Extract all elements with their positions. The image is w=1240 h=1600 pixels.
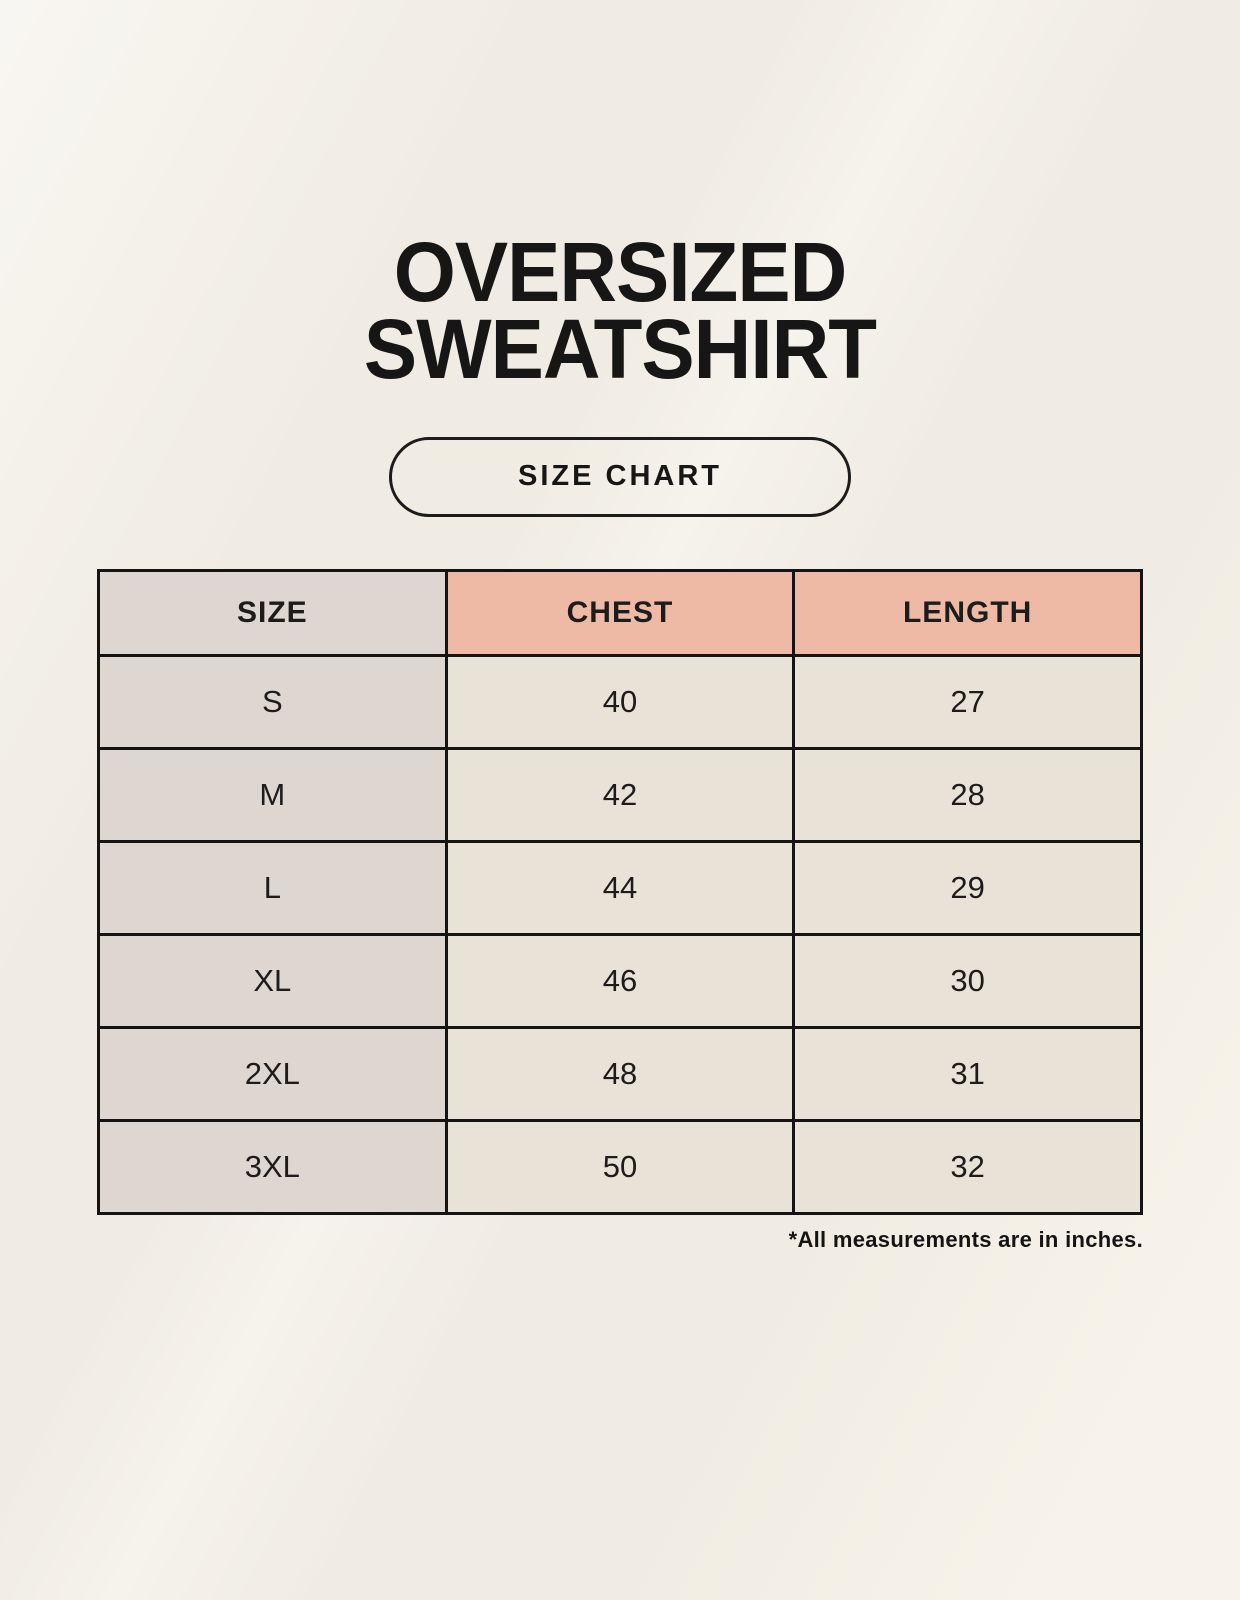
- cell-size: 2XL: [97, 1025, 448, 1122]
- cell-size: XL: [97, 932, 448, 1029]
- table-header-row: SIZE CHEST LENGTH: [97, 568, 1143, 657]
- table-row-s: S 40 27: [97, 653, 1143, 750]
- cell-chest: 46: [444, 932, 796, 1029]
- table-row-2xl: 2XL 48 31: [97, 1025, 1143, 1122]
- column-header-size: SIZE: [97, 568, 448, 657]
- cell-chest: 42: [444, 746, 796, 843]
- cell-chest: 40: [444, 653, 796, 750]
- column-header-length: LENGTH: [792, 568, 1143, 657]
- table-row-l: L 44 29: [97, 839, 1143, 936]
- cell-length: 32: [792, 1118, 1143, 1215]
- cell-length: 31: [792, 1025, 1143, 1122]
- size-chart-button[interactable]: SIZE CHART: [389, 436, 851, 517]
- table-row-m: M 42 28: [97, 746, 1143, 843]
- page-title: OVERSIZED SWEATSHIRT: [0, 0, 1240, 397]
- cell-chest: 44: [444, 839, 796, 936]
- cell-length: 29: [792, 839, 1143, 936]
- cell-length: 27: [792, 653, 1143, 750]
- cell-length: 28: [792, 746, 1143, 843]
- cell-size: M: [97, 746, 448, 843]
- page-title-line1: OVERSIZED: [393, 225, 848, 319]
- size-chart-button-label: SIZE CHART: [518, 460, 722, 493]
- table-row-xl: XL 46 30: [97, 932, 1143, 1029]
- cell-length: 30: [792, 932, 1143, 1029]
- measurements-footnote: *All measurements are in inches.: [788, 1226, 1143, 1252]
- page-title-line2: SWEATSHIRT: [363, 302, 877, 397]
- table-row-3xl: 3XL 50 32: [97, 1118, 1143, 1215]
- cell-size: S: [97, 653, 448, 750]
- column-header-chest: CHEST: [444, 568, 796, 657]
- cell-chest: 48: [444, 1025, 796, 1122]
- cell-size: L: [97, 839, 448, 936]
- size-chart-table: SIZE CHEST LENGTH S 40 27 M 42 28 L 44: [97, 568, 1143, 1215]
- cell-chest: 50: [444, 1118, 796, 1215]
- cell-size: 3XL: [97, 1118, 448, 1215]
